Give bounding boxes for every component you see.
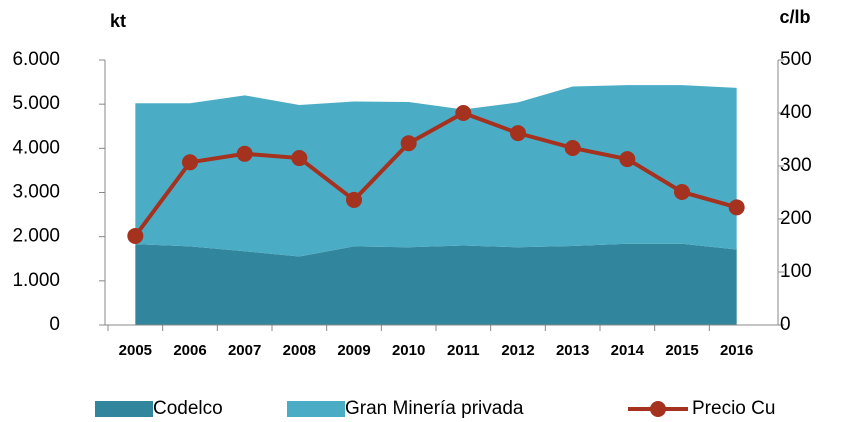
marker xyxy=(291,150,308,167)
marker xyxy=(127,227,144,244)
marker xyxy=(510,125,526,142)
legend-label: Gran Minería privada xyxy=(345,398,524,419)
marker xyxy=(400,135,417,152)
legend-label: Precio Cu xyxy=(692,398,775,419)
y2-tick-label: 200 xyxy=(780,208,812,229)
x-tick-label: 2015 xyxy=(665,342,698,359)
marker xyxy=(728,199,745,216)
x-tick-label: 2009 xyxy=(337,342,370,359)
marker xyxy=(619,151,636,168)
area xyxy=(135,243,737,325)
y-tick-label: 6.000 xyxy=(12,49,60,70)
marker xyxy=(455,105,472,121)
y-tick-label: 1.000 xyxy=(12,270,60,291)
x-tick-label: 2008 xyxy=(283,342,316,359)
y2-tick-label: 500 xyxy=(780,49,812,70)
y-tick-label: 2.000 xyxy=(12,226,60,247)
x-tick-label: 2014 xyxy=(611,342,645,359)
y-tick-label: 3.000 xyxy=(12,182,60,203)
marker xyxy=(182,154,198,171)
line xyxy=(133,110,738,238)
area xyxy=(135,85,737,257)
x-tick-label: 2012 xyxy=(501,342,534,359)
x-tick-label: 2013 xyxy=(556,342,589,359)
y2-tick-label: 300 xyxy=(780,155,812,176)
y2-tick-label: 0 xyxy=(780,314,791,335)
x-tick-label: 2005 xyxy=(119,342,152,359)
y-tick-label: 5.000 xyxy=(12,93,60,114)
y-tick-label: 4.000 xyxy=(12,137,60,158)
legend-swatch xyxy=(95,401,153,417)
x-tick-label: 2016 xyxy=(720,342,753,359)
y2-axis-label: c/lb xyxy=(779,7,810,27)
x-tick-label: 2006 xyxy=(173,342,206,359)
marker xyxy=(346,191,362,208)
y-axis-label: kt xyxy=(110,11,126,31)
legend-marker xyxy=(650,401,666,417)
marker xyxy=(236,145,253,162)
y2-tick-label: 100 xyxy=(780,261,812,282)
legend-label: Codelco xyxy=(153,398,223,419)
marker xyxy=(564,139,581,156)
x-tick-label: 2010 xyxy=(392,342,425,359)
x-tick-label: 2011 xyxy=(447,342,480,359)
y-tick-label: 0 xyxy=(49,314,60,335)
x-tick-label: 2007 xyxy=(228,342,261,359)
y2-tick-label: 400 xyxy=(780,102,812,123)
marker xyxy=(674,183,690,200)
legend-swatch xyxy=(287,401,345,417)
